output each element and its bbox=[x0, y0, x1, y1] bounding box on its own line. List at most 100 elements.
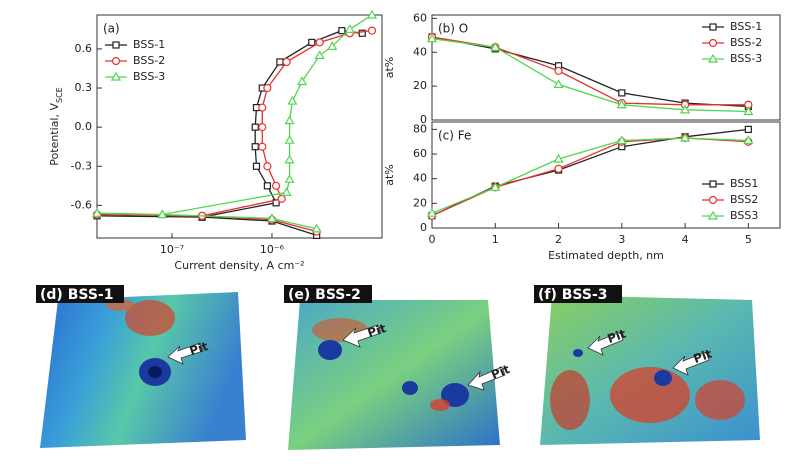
marker bbox=[277, 194, 286, 203]
pit-label: Pit bbox=[605, 326, 628, 346]
marker bbox=[251, 143, 259, 151]
marker bbox=[708, 38, 718, 48]
y-axis-label: Potential, VSCE bbox=[48, 87, 64, 165]
panel-title: (b) O bbox=[438, 22, 468, 36]
plot-frame bbox=[96, 14, 383, 239]
marker bbox=[680, 132, 691, 142]
marker bbox=[284, 115, 295, 125]
marker bbox=[308, 38, 316, 46]
series-line bbox=[96, 29, 373, 233]
marker bbox=[263, 162, 272, 171]
marker bbox=[554, 164, 563, 173]
x-tick-label: 0 bbox=[429, 233, 436, 246]
marker bbox=[284, 134, 295, 144]
x-tick-label: 1 bbox=[492, 233, 499, 246]
marker bbox=[251, 123, 259, 131]
y-tick-label: 0.0 bbox=[75, 120, 93, 133]
marker bbox=[744, 125, 752, 133]
x-tick-label: 3 bbox=[618, 233, 625, 246]
marker bbox=[616, 99, 627, 109]
marker bbox=[709, 23, 717, 31]
marker bbox=[358, 29, 366, 37]
pit-label: Pit bbox=[691, 346, 714, 366]
marker bbox=[311, 223, 322, 233]
legend-label: BSS-2 bbox=[730, 36, 762, 49]
marker bbox=[258, 123, 267, 132]
marker bbox=[258, 142, 267, 151]
legend-label: BSS-1 bbox=[133, 38, 165, 51]
marker bbox=[553, 153, 564, 163]
pit-label: Pit bbox=[366, 321, 388, 340]
legend-label: BSS-3 bbox=[730, 52, 762, 65]
marker bbox=[708, 195, 718, 205]
series-line bbox=[96, 29, 363, 237]
marker bbox=[157, 209, 168, 219]
surface-image-e: Pit Pit (e) BSS-2 bbox=[284, 285, 512, 450]
y-tick-label: -0.3 bbox=[71, 159, 92, 172]
marker bbox=[490, 41, 501, 51]
legend-label: BSS-2 bbox=[133, 54, 165, 67]
marker bbox=[315, 38, 324, 47]
x-axis-label: Estimated depth, nm bbox=[548, 249, 664, 262]
marker bbox=[284, 154, 295, 164]
x-tick-label: 4 bbox=[682, 233, 689, 246]
legend-label: BSS-1 bbox=[730, 20, 762, 33]
surface-image-d: Pit (d) BSS-1 bbox=[36, 285, 246, 448]
y-tick-label: 0 bbox=[420, 221, 427, 234]
panel-label: (f) BSS-3 bbox=[538, 287, 608, 303]
marker bbox=[366, 9, 377, 19]
marker bbox=[490, 182, 501, 191]
y-axis-label-main: at% bbox=[383, 164, 396, 186]
y-tick-label: -0.6 bbox=[71, 198, 92, 211]
marker bbox=[263, 83, 272, 93]
y-tick-label: 40 bbox=[413, 172, 427, 185]
y-tick-label: 20 bbox=[413, 79, 427, 92]
marker bbox=[707, 210, 719, 220]
marker bbox=[709, 180, 717, 188]
marker bbox=[616, 135, 627, 145]
pit-label: Pit bbox=[489, 362, 512, 382]
series-line bbox=[431, 137, 749, 214]
x-tick-label: 2 bbox=[555, 233, 562, 246]
series-line bbox=[96, 14, 373, 230]
marker bbox=[618, 89, 626, 97]
panel-label: (e) BSS-2 bbox=[288, 287, 361, 303]
x-tick-label: 10⁻⁶ bbox=[260, 243, 285, 256]
marker bbox=[553, 79, 564, 89]
y-tick-label: 0 bbox=[420, 113, 427, 126]
marker bbox=[743, 135, 754, 145]
legend-label: BSS1 bbox=[730, 177, 758, 190]
marker bbox=[282, 57, 291, 67]
y-axis-label-main: Potential, V bbox=[48, 103, 61, 166]
surface-image-f: Pit Pit (f) BSS-3 bbox=[534, 285, 760, 445]
marker bbox=[554, 66, 563, 75]
marker bbox=[707, 53, 719, 63]
marker bbox=[110, 71, 122, 81]
panel-title: (a) bbox=[103, 22, 120, 36]
panel-label: (d) BSS-1 bbox=[40, 287, 113, 303]
y-axis-label-main: at% bbox=[383, 57, 396, 79]
marker bbox=[338, 27, 346, 35]
marker bbox=[272, 181, 281, 190]
marker bbox=[112, 41, 120, 49]
plot-frame bbox=[431, 14, 781, 121]
series-line bbox=[431, 36, 749, 108]
marker bbox=[327, 41, 338, 50]
marker bbox=[276, 58, 284, 66]
legend-label: BSS3 bbox=[730, 209, 758, 222]
marker bbox=[266, 213, 277, 223]
y-tick-label: 60 bbox=[413, 11, 427, 24]
marker bbox=[743, 106, 754, 116]
y-axis-label: at% bbox=[383, 57, 396, 79]
y-tick-label: 80 bbox=[413, 122, 427, 135]
marker bbox=[263, 182, 271, 190]
y-tick-label: 0.3 bbox=[75, 81, 93, 94]
y-tick-label: 20 bbox=[413, 196, 427, 209]
marker bbox=[314, 50, 325, 60]
plot-frame bbox=[431, 121, 781, 229]
marker bbox=[344, 24, 355, 33]
marker bbox=[426, 33, 438, 43]
x-tick-label: 10⁻⁷ bbox=[160, 243, 184, 256]
marker bbox=[111, 56, 121, 66]
